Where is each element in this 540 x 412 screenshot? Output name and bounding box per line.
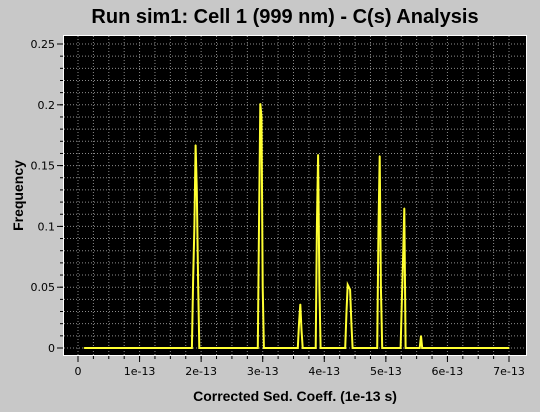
data-point [299, 303, 301, 305]
data-point [262, 286, 264, 288]
x-tick-label: 4e-13 [308, 365, 340, 378]
data-point [83, 347, 85, 349]
data-point [400, 347, 402, 349]
y-tick-label: 0.2 [38, 99, 56, 112]
data-point [198, 347, 200, 349]
axes: 0 0.05 0.1 0.15 0.2 0.25 0 1e-13 2e-13 3e-13 4e-13… [31, 38, 525, 378]
data-point [508, 347, 510, 349]
y-axis-label: Frequency [10, 160, 26, 231]
x-axis-label: Corrected Sed. Coeff. (1e-13 s) [193, 388, 397, 404]
data-point [317, 154, 319, 156]
x-tick-label: 0 [75, 365, 82, 378]
data-point [352, 347, 354, 349]
data-point [193, 225, 195, 227]
data-point [379, 155, 381, 157]
data-point [300, 329, 303, 331]
x-tick-label: 7e-13 [493, 365, 525, 378]
x-tick-label: 3e-13 [247, 365, 279, 378]
data-point [191, 347, 193, 349]
x-tick-label: 2e-13 [185, 365, 217, 378]
data-point [350, 323, 352, 325]
x-tick-label: 5e-13 [370, 365, 402, 378]
data-point [192, 280, 194, 282]
chart-title: Run sim1: Cell 1 (999 nm) - C(s) Analysi… [91, 6, 479, 28]
data-point [349, 289, 351, 291]
data-point [345, 310, 348, 313]
data-point [257, 347, 259, 349]
y-tick-label: 0.25 [31, 38, 56, 51]
data-point [402, 256, 404, 258]
data-point [380, 286, 382, 288]
plot-area [63, 35, 527, 356]
data-point [376, 347, 378, 349]
data-point [316, 225, 318, 227]
data-point [419, 347, 421, 349]
y-tick-label: 0.05 [31, 281, 56, 294]
x-tick-label: 6e-13 [432, 365, 464, 378]
data-point [381, 347, 383, 349]
x-tick-label: 1e-13 [124, 365, 156, 378]
data-point [404, 347, 407, 349]
y-tick-label: 0 [48, 342, 55, 355]
data-point [298, 323, 300, 325]
data-point [258, 225, 260, 227]
data-point [420, 335, 422, 337]
data-point [195, 144, 197, 146]
data-point [401, 298, 403, 300]
data-point [319, 347, 322, 349]
data-point [196, 189, 198, 191]
y-tick-label: 0.15 [31, 160, 56, 173]
data-point [302, 347, 304, 349]
data-point [197, 280, 199, 282]
plot-frame [63, 35, 527, 356]
data-point [263, 347, 265, 349]
data-point [377, 225, 380, 227]
data-point [403, 207, 405, 209]
data-point [347, 284, 349, 286]
data-point [297, 347, 299, 349]
grid-lines [64, 36, 526, 355]
data-point [421, 347, 423, 349]
data-point [348, 286, 350, 288]
data-point [344, 347, 346, 349]
data-point [315, 347, 317, 349]
data-point [318, 286, 320, 288]
data-point [259, 102, 261, 105]
data-point [260, 116, 263, 118]
series-layer [83, 102, 510, 349]
y-tick-label: 0.1 [38, 220, 56, 233]
